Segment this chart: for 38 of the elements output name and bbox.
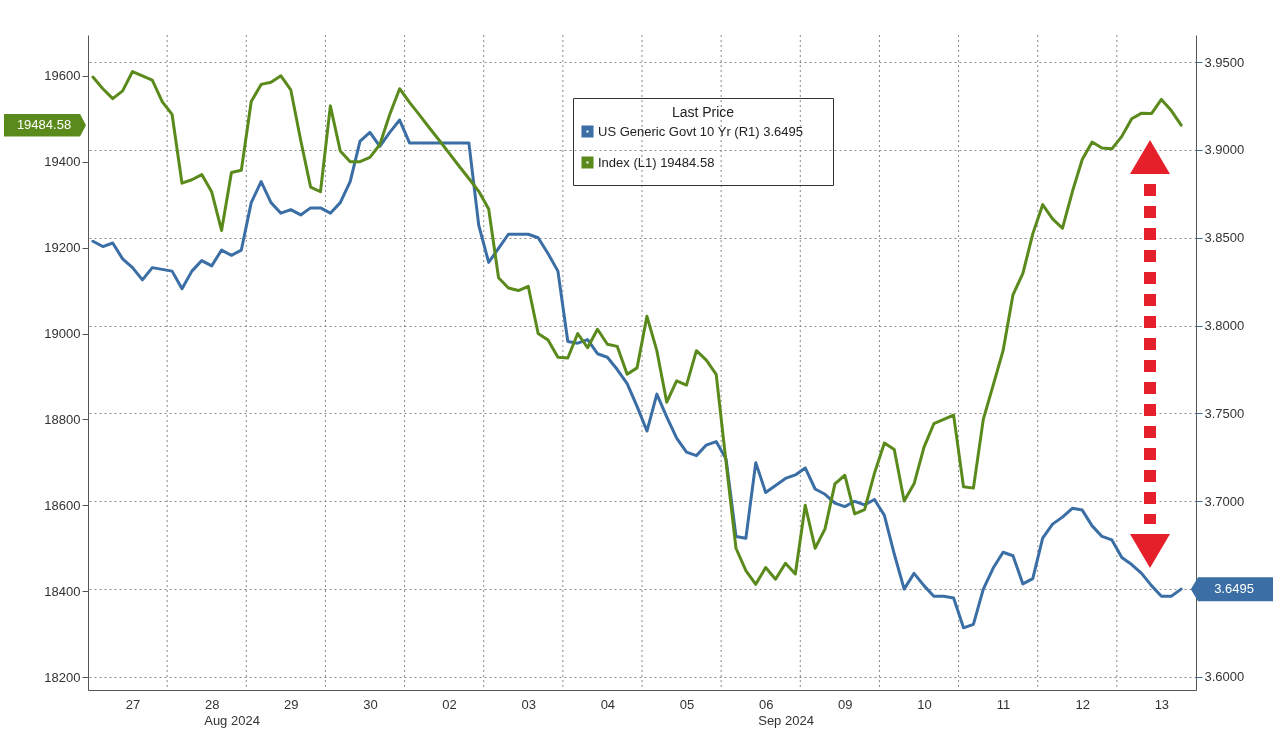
- y2-tick-label: 3.9500: [1204, 54, 1245, 70]
- y-tick-label: 19000: [44, 326, 81, 342]
- text: 3.6495: [1214, 581, 1254, 597]
- y-tick-label: 18400: [44, 583, 81, 599]
- y-tick-label: 18800: [44, 411, 81, 427]
- y2-tick-label: 3.6000: [1204, 669, 1245, 685]
- x-tick-label: 09: [838, 696, 853, 712]
- legend-label: Index (L1) 19484.58: [598, 154, 715, 170]
- x-tick-label: 30: [363, 696, 378, 712]
- y-tick-label: 19400: [44, 154, 81, 170]
- y-tick-label: 18200: [44, 669, 81, 685]
- y2-tick-label: 3.9000: [1204, 142, 1245, 158]
- y2-tick-label: 3.8500: [1204, 230, 1245, 246]
- x-tick-label: 27: [125, 696, 141, 712]
- x-tick-label: 02: [442, 696, 457, 712]
- text: 19484.58: [16, 117, 72, 133]
- y-tick-label: 19200: [44, 240, 81, 256]
- y-tick-label: 18600: [44, 497, 81, 513]
- legend-title: Last Price: [671, 104, 735, 120]
- text: Aug 2024: [204, 713, 260, 728]
- x-tick-label: 29: [284, 696, 299, 712]
- x-tick-label: 28: [204, 696, 220, 712]
- legend-label: US Generic Govt 10 Yr (R1) 3.6495: [598, 123, 803, 139]
- y-tick-label: 19600: [44, 68, 81, 84]
- y2-tick-label: 3.7500: [1204, 405, 1245, 421]
- line-series: [91, 118, 1183, 630]
- x-tick-label: 13: [1154, 696, 1170, 712]
- x-tick-label: 11: [996, 696, 1011, 712]
- x-tick-label: 04: [600, 696, 616, 712]
- x-tick-label: 05: [679, 696, 695, 712]
- x-tick-label: 10: [917, 696, 932, 712]
- x-tick-label: 12: [1075, 696, 1090, 712]
- y2-tick-label: 3.8000: [1204, 318, 1245, 334]
- text: Sep 2024: [758, 713, 814, 728]
- y2-tick-label: 3.7000: [1204, 493, 1245, 509]
- x-tick-label: 06: [758, 696, 774, 712]
- x-tick-label: 03: [521, 696, 536, 712]
- line-series: [91, 70, 1183, 586]
